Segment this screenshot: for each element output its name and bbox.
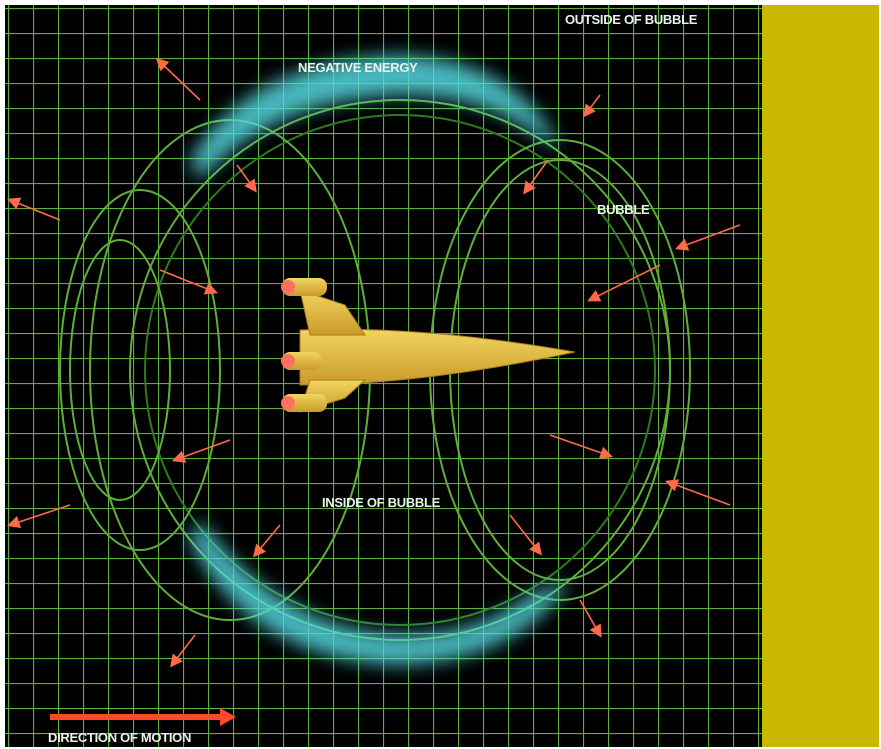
label-direction: DIRECTION OF MOTION	[48, 730, 191, 745]
label-inside: INSIDE OF BUBBLE	[322, 495, 441, 510]
motion-arrowhead	[220, 708, 236, 726]
arrows	[6, 57, 741, 668]
side-strip	[762, 5, 879, 747]
label-outside: OUTSIDE OF BUBBLE	[565, 12, 698, 27]
spaceship	[281, 278, 576, 413]
label-bubble: BUBBLE	[597, 202, 650, 217]
negative-energy	[190, 55, 570, 665]
label-negative-energy: NEGATIVE ENERGY	[298, 60, 418, 75]
